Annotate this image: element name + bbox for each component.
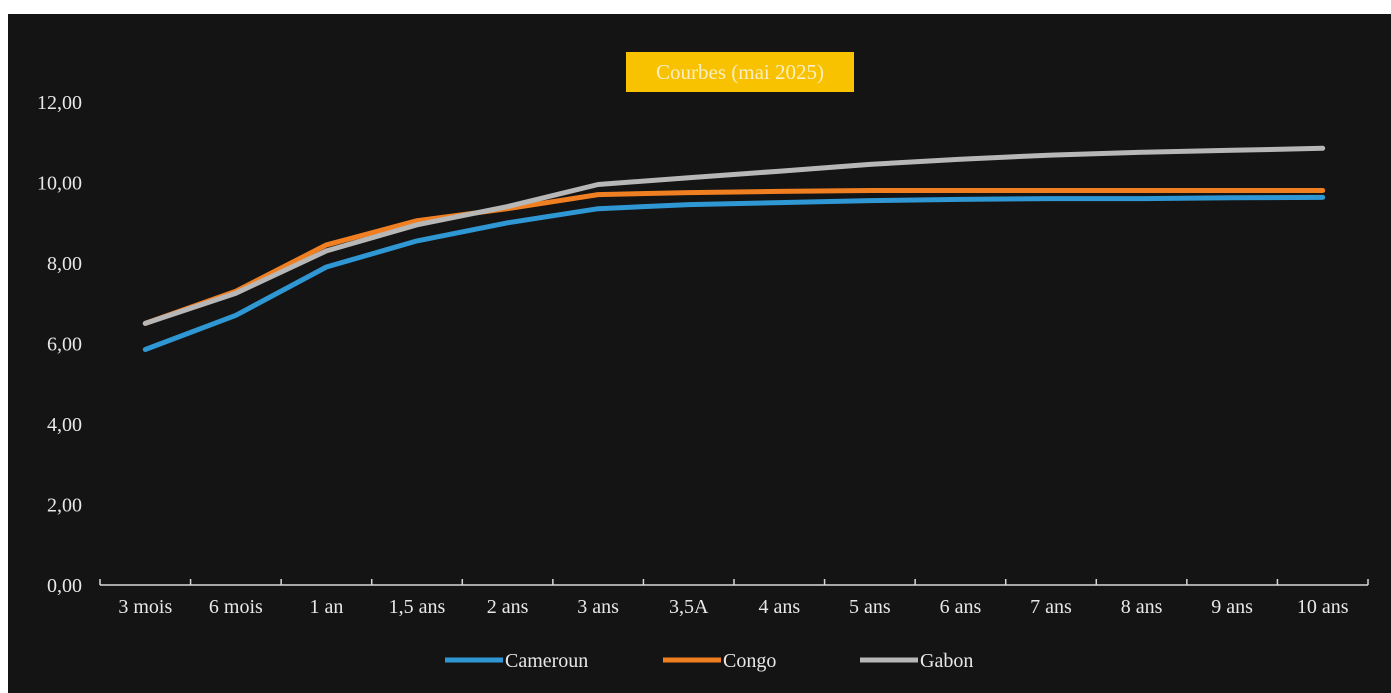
- legend-label: Congo: [723, 650, 776, 672]
- y-tick-label: 6,00: [47, 334, 82, 356]
- y-tick-label: 10,00: [37, 173, 82, 195]
- x-tick-label: 2 ans: [487, 596, 529, 618]
- x-tick-label: 9 ans: [1211, 596, 1253, 618]
- series-line-congo: [142, 188, 1326, 326]
- legend-label: Gabon: [920, 650, 973, 672]
- chart-area: [8, 14, 1391, 693]
- y-axis-ticks: 0,00 2,00 4,00 6,00 8,00 10,00 12,00: [37, 92, 82, 597]
- series-line-cameroun: [142, 194, 1326, 352]
- chart-title-box: Courbes (mai 2025): [626, 52, 854, 92]
- x-tick-label: 1,5 ans: [389, 596, 446, 618]
- x-tick-label: 3,5A: [669, 596, 709, 618]
- y-tick-label: 4,00: [47, 414, 82, 436]
- series-line-gabon: [142, 145, 1326, 326]
- x-tick-label: 3 mois: [118, 596, 172, 618]
- x-tick-label: 7 ans: [1030, 596, 1072, 618]
- x-tick-label: 4 ans: [758, 596, 800, 618]
- x-tick-label: 6 mois: [209, 596, 263, 618]
- y-tick-label: 2,00: [47, 495, 82, 517]
- y-tick-label: 12,00: [37, 92, 82, 114]
- x-axis: [99, 579, 1369, 586]
- x-tick-label: 1 an: [309, 596, 343, 618]
- legend: Cameroun Congo Gabon: [445, 650, 973, 672]
- y-tick-label: 8,00: [47, 253, 82, 275]
- x-tick-label: 5 ans: [849, 596, 891, 618]
- x-tick-label: 6 ans: [940, 596, 982, 618]
- x-tick-label: 3 ans: [577, 596, 619, 618]
- x-tick-label: 8 ans: [1121, 596, 1163, 618]
- chart-title: Courbes (mai 2025): [656, 59, 824, 84]
- legend-label: Cameroun: [505, 650, 588, 672]
- series-lines: [142, 145, 1326, 352]
- y-tick-label: 0,00: [47, 575, 82, 597]
- x-axis-ticks: 3 mois 6 mois 1 an 1,5 ans 2 ans 3 ans 3,5A 4 a…: [118, 596, 1348, 618]
- x-tick-label: 10 ans: [1297, 596, 1349, 618]
